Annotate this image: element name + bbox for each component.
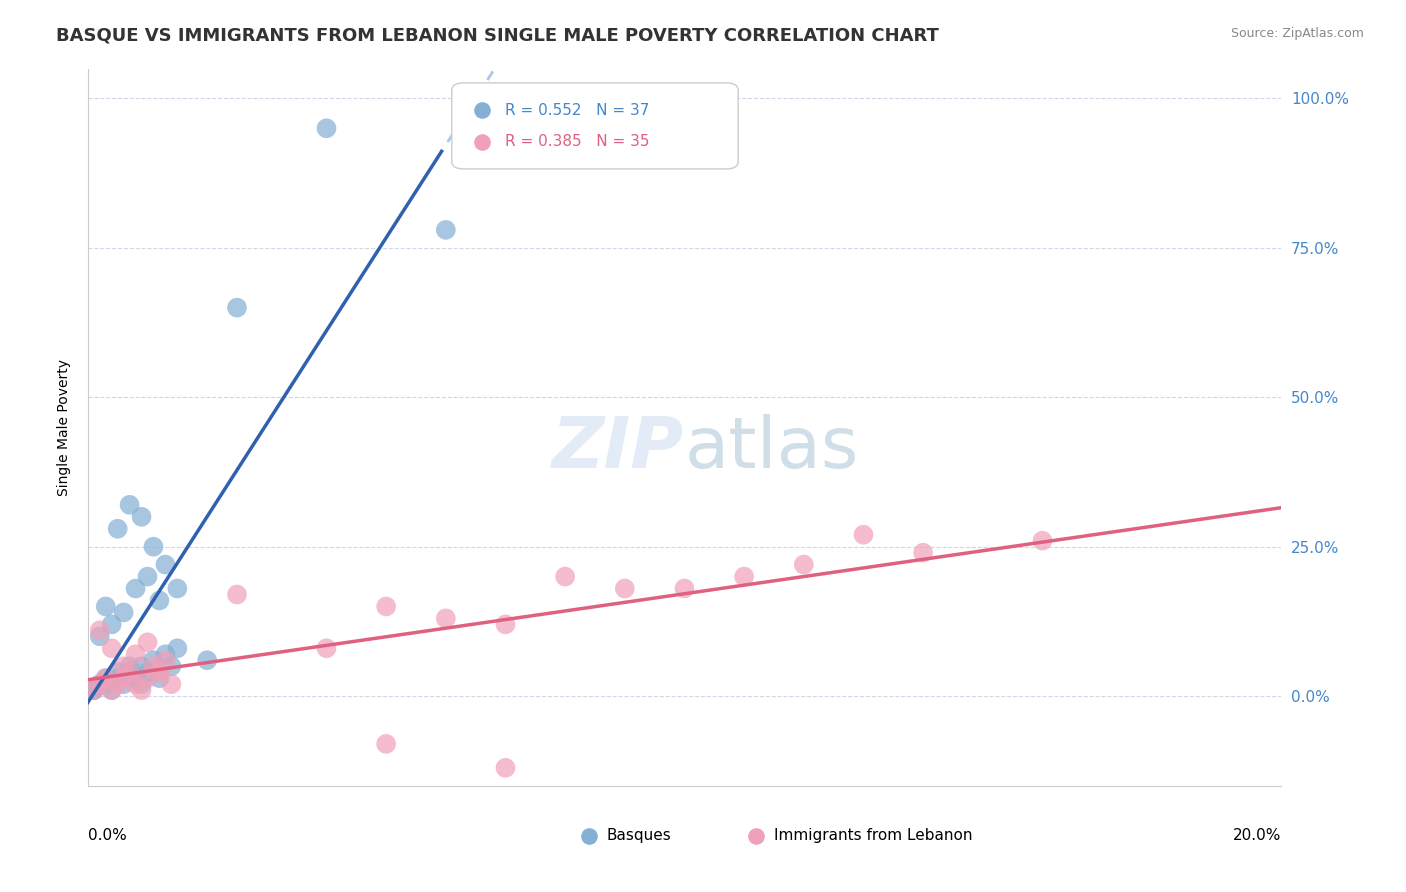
Point	[852, 527, 875, 541]
Point	[613, 582, 636, 596]
Text: R = 0.385   N = 35: R = 0.385 N = 35	[506, 134, 650, 149]
Point	[142, 659, 165, 673]
Point	[100, 617, 122, 632]
Text: R = 0.552   N = 37: R = 0.552 N = 37	[506, 103, 650, 118]
Text: Basques: Basques	[607, 829, 672, 844]
Point	[160, 659, 183, 673]
Point	[112, 671, 135, 685]
Point	[226, 587, 249, 601]
Point	[148, 665, 170, 680]
Point	[112, 606, 135, 620]
Point	[136, 569, 159, 583]
Point	[107, 671, 129, 685]
Text: BASQUE VS IMMIGRANTS FROM LEBANON SINGLE MALE POVERTY CORRELATION CHART: BASQUE VS IMMIGRANTS FROM LEBANON SINGLE…	[56, 27, 939, 45]
Point	[107, 665, 129, 680]
Point	[94, 671, 117, 685]
Point	[375, 599, 398, 614]
Point	[142, 653, 165, 667]
Point	[495, 617, 517, 632]
Point	[315, 641, 337, 656]
Text: Source: ZipAtlas.com: Source: ZipAtlas.com	[1230, 27, 1364, 40]
Point	[434, 611, 457, 625]
Point	[136, 635, 159, 649]
Point	[495, 761, 517, 775]
Point	[160, 677, 183, 691]
Point	[83, 683, 105, 698]
Point	[155, 647, 177, 661]
Y-axis label: Single Male Poverty: Single Male Poverty	[58, 359, 72, 496]
Point	[118, 498, 141, 512]
Point	[100, 683, 122, 698]
Point	[166, 641, 188, 656]
Point	[148, 665, 170, 680]
Point	[124, 671, 146, 685]
Point	[112, 677, 135, 691]
Point	[434, 223, 457, 237]
FancyBboxPatch shape	[451, 83, 738, 169]
Point	[166, 582, 188, 596]
Point	[118, 665, 141, 680]
Point	[83, 683, 105, 698]
Point	[733, 569, 755, 583]
Point	[226, 301, 249, 315]
Point	[554, 569, 576, 583]
Point	[89, 624, 111, 638]
Point	[142, 540, 165, 554]
Point	[315, 121, 337, 136]
Text: atlas: atlas	[685, 414, 859, 483]
Point	[94, 599, 117, 614]
Point	[124, 677, 146, 691]
Point	[148, 593, 170, 607]
Point	[136, 671, 159, 685]
Point	[124, 647, 146, 661]
Point	[89, 677, 111, 691]
Point	[1031, 533, 1053, 548]
Point	[136, 665, 159, 680]
Point	[673, 582, 696, 596]
Text: 0.0%: 0.0%	[87, 828, 127, 843]
Point	[89, 677, 111, 691]
Text: Immigrants from Lebanon: Immigrants from Lebanon	[773, 829, 973, 844]
Point	[118, 659, 141, 673]
Point	[118, 665, 141, 680]
Point	[107, 677, 129, 691]
Point	[155, 653, 177, 667]
Point	[107, 522, 129, 536]
Point	[148, 671, 170, 685]
Point	[124, 582, 146, 596]
Point	[112, 659, 135, 673]
Point	[131, 677, 153, 691]
Point	[83, 683, 105, 698]
Point	[195, 653, 218, 667]
Point	[100, 641, 122, 656]
Point	[912, 546, 935, 560]
Point	[375, 737, 398, 751]
Point	[94, 677, 117, 691]
Point	[155, 558, 177, 572]
Point	[793, 558, 815, 572]
Point	[131, 659, 153, 673]
Point	[89, 629, 111, 643]
Text: 20.0%: 20.0%	[1233, 828, 1281, 843]
Point	[100, 683, 122, 698]
Point	[131, 509, 153, 524]
Text: ZIP: ZIP	[553, 414, 685, 483]
Point	[94, 671, 117, 685]
Point	[131, 683, 153, 698]
